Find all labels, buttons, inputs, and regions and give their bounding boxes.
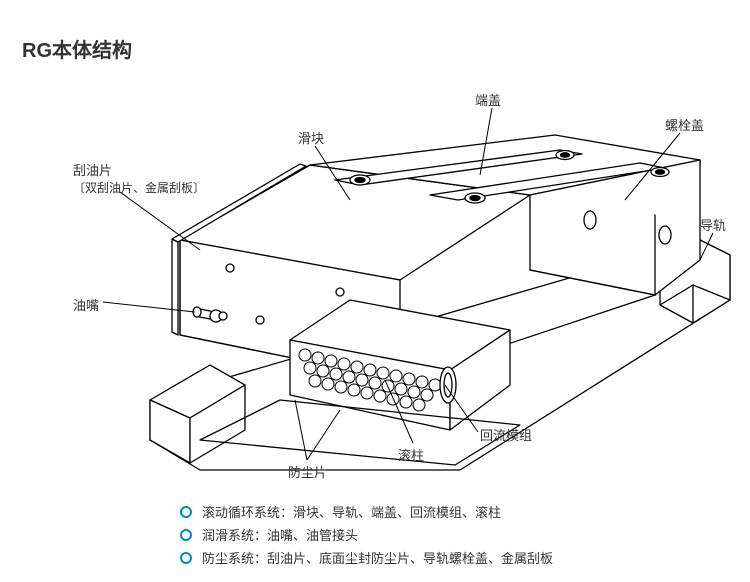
label-boltcap: 螺栓盖 xyxy=(665,115,704,134)
linear-guide-diagram xyxy=(0,0,750,500)
bullet-text: 防尘系统：刮油片、底面尘封防尘片、导轨螺栓盖、金属刮板 xyxy=(202,548,553,567)
label-endcap: 端盖 xyxy=(475,90,501,109)
label-block: 滑块 xyxy=(298,128,324,147)
bullet-row: 润滑系统：油嘴、油管接头 xyxy=(180,525,553,544)
bullet-text: 润滑系统：油嘴、油管接头 xyxy=(202,525,358,544)
system-bullet-list: 滚动循环系统：滑块、导轨、端盖、回流模组、滚柱 润滑系统：油嘴、油管接头 防尘系… xyxy=(180,502,553,571)
label-nipple: 油嘴 xyxy=(73,295,99,314)
bullet-text: 滚动循环系统：滑块、导轨、端盖、回流模组、滚柱 xyxy=(202,502,501,521)
label-dustseal: 防尘片 xyxy=(288,462,327,481)
page-title: RG本体结构 xyxy=(22,34,132,63)
label-scraper-text: 刮油片 xyxy=(73,163,112,178)
bullet-icon xyxy=(180,506,192,518)
label-rail: 导轨 xyxy=(700,215,726,234)
label-roller: 滚柱 xyxy=(398,445,424,464)
bullet-icon xyxy=(180,552,192,564)
bullet-icon xyxy=(180,529,192,541)
label-scraper: 刮油片 〔双刮油片、金属刮板〕 xyxy=(73,160,205,196)
label-recirc: 回流模组 xyxy=(480,425,532,444)
bullet-row: 滚动循环系统：滑块、导轨、端盖、回流模组、滚柱 xyxy=(180,502,553,521)
bullet-row: 防尘系统：刮油片、底面尘封防尘片、导轨螺栓盖、金属刮板 xyxy=(180,548,553,567)
label-scraper-sub: 〔双刮油片、金属刮板〕 xyxy=(73,181,205,195)
